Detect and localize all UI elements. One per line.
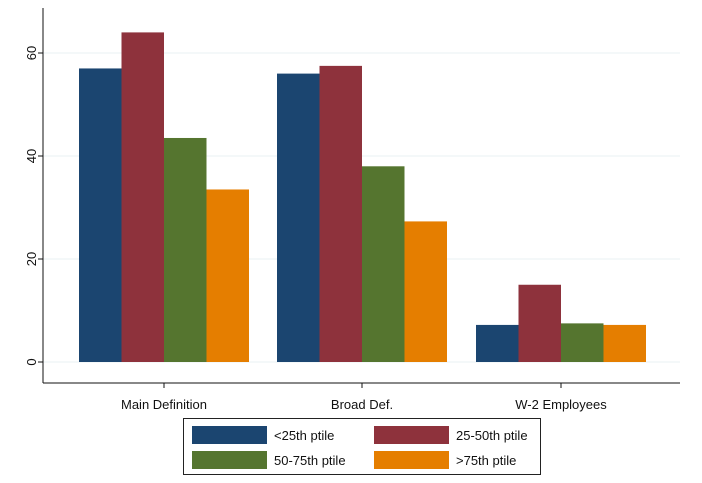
legend-label-25-50: 25-50th ptile xyxy=(456,427,528,443)
bar xyxy=(164,137,207,362)
legend-item-50-75: 50-75th ptile xyxy=(192,451,346,469)
legend-swatch-gt75 xyxy=(374,451,449,469)
y-tick-label: 20 xyxy=(24,252,39,266)
legend-swatch-lt25 xyxy=(192,426,267,444)
legend-item-lt25: <25th ptile xyxy=(192,426,334,444)
legend-swatch-25-50 xyxy=(374,426,449,444)
y-tick-label: 60 xyxy=(24,46,39,60)
bar xyxy=(561,323,604,362)
bars xyxy=(79,32,646,363)
bar xyxy=(206,189,249,362)
bar xyxy=(518,284,561,362)
legend-item-gt75: >75th ptile xyxy=(374,451,516,469)
y-tick-label: 0 xyxy=(24,358,39,365)
bar xyxy=(603,324,646,362)
legend-swatch-50-75 xyxy=(192,451,267,469)
bar xyxy=(79,68,122,362)
legend-item-25-50: 25-50th ptile xyxy=(374,426,528,444)
legend-label-50-75: 50-75th ptile xyxy=(274,452,346,468)
axes xyxy=(38,8,680,388)
x-tick-label: Broad Def. xyxy=(331,397,393,412)
axis-labels: 0 20 40 60 Main Definition Broad Def. W-2 Empl… xyxy=(24,46,607,412)
bar xyxy=(277,73,320,362)
bar-chart: 0 20 40 60 Main Definition Broad Def. W-2 Empl… xyxy=(24,8,680,412)
legend-label-lt25: <25th ptile xyxy=(274,427,335,443)
bar xyxy=(319,65,362,362)
bar xyxy=(362,166,405,362)
x-tick-label: Main Definition xyxy=(121,397,207,412)
x-tick-label: W-2 Employees xyxy=(515,397,607,412)
legend-label-gt75: >75th ptile xyxy=(456,452,517,468)
bar xyxy=(476,324,519,362)
bar xyxy=(404,221,447,362)
bar xyxy=(121,32,164,363)
legend: <25th ptile 25-50th ptile 50-75th ptile … xyxy=(183,418,541,475)
y-tick-label: 40 xyxy=(24,149,39,163)
